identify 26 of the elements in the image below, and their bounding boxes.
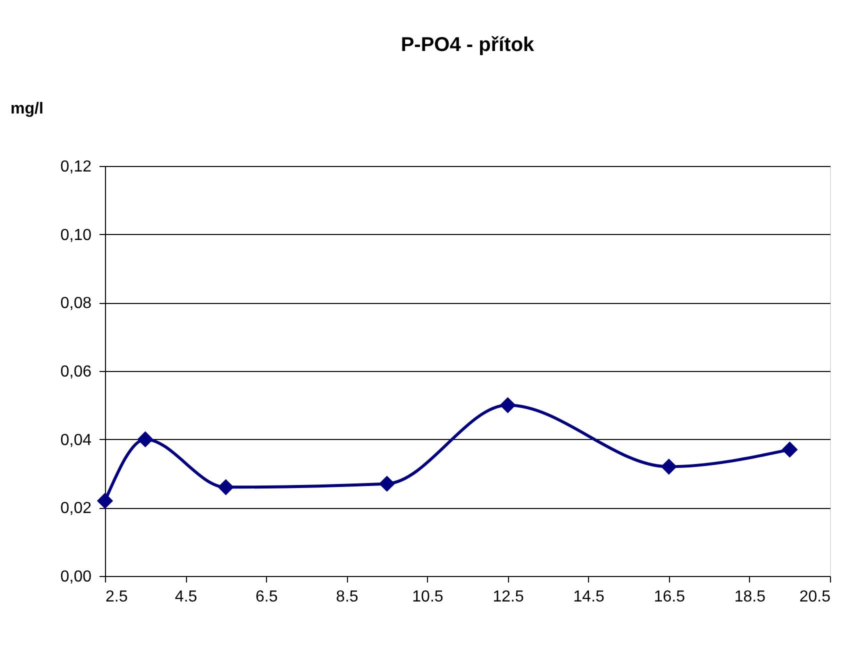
point: [137, 431, 154, 448]
point: [96, 492, 114, 509]
y-tick-label: 0,06: [60, 364, 92, 380]
point: [660, 458, 677, 475]
point: [378, 476, 396, 492]
point: [782, 442, 798, 458]
chart-title: P-PO4 - přítok: [400, 34, 536, 56]
y-axis-title: mg/l: [10, 100, 44, 118]
x-tick-label: 4.5: [174, 588, 198, 606]
x-tick-label: 12.5: [492, 588, 524, 606]
x-tick-label: 16.5: [654, 588, 686, 606]
y-tick-label: 0,12: [60, 158, 92, 176]
x-tick-label: 10.5: [412, 588, 444, 606]
x-tick-label: 8.5: [336, 588, 358, 606]
y-tick-label: 0,10: [60, 226, 92, 244]
y-tick-label: 0,00: [60, 568, 92, 586]
point: [500, 397, 516, 414]
x-tick-label: 18.5: [734, 588, 766, 606]
y-tick-label: 0,02: [60, 500, 92, 518]
y-tick-label: 0,08: [60, 295, 92, 312]
x-tick-label: 14.5: [573, 588, 605, 606]
point: [218, 479, 234, 496]
y-tick-label: 0,04: [60, 432, 92, 449]
x-tick-label: 2.5: [106, 588, 128, 606]
x-tick-label: 20.5: [799, 588, 831, 606]
x-tick-label: 6.5: [255, 588, 278, 606]
